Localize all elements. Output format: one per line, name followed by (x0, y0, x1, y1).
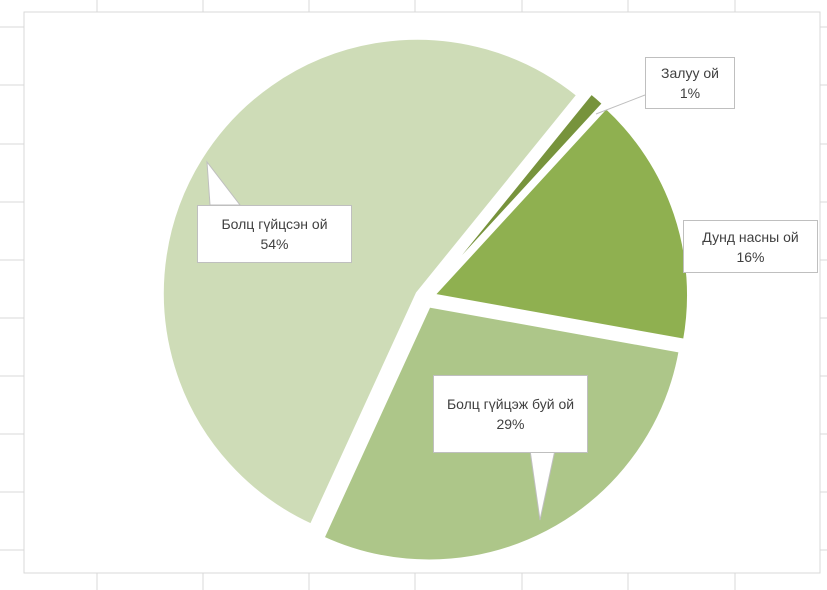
label-value: 1% (679, 85, 701, 101)
pie (160, 36, 690, 563)
label-name: Болц гүйцсэн ой (221, 216, 328, 232)
label-name: Дунд насны ой (702, 228, 799, 245)
data-label: Болц гүйцэж буй ой 29% (433, 375, 588, 453)
pie-slice (430, 105, 690, 343)
label-value: 29% (496, 416, 525, 432)
label-name: Болц гүйцэж буй ой (446, 396, 575, 412)
data-label: Дунд насны ой 16% (683, 220, 818, 273)
label-name: Залуу ой (661, 65, 719, 81)
label-value: 54% (260, 236, 289, 252)
label-value: 16% (736, 248, 765, 265)
callouts (206, 94, 646, 521)
pie-slice (429, 90, 606, 293)
data-label: Болц гүйцсэн ой 54% (197, 205, 352, 263)
pie-slice (160, 36, 580, 528)
data-label: Залуу ой 1% (645, 57, 735, 109)
